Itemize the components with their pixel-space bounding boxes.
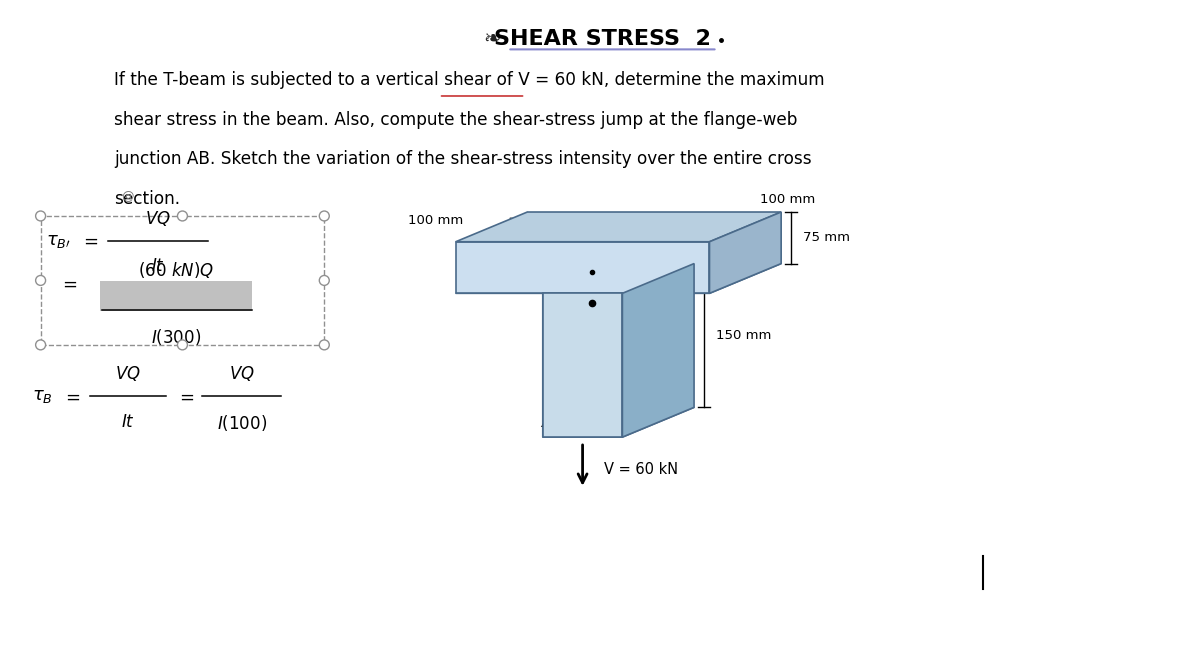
Circle shape bbox=[178, 211, 187, 221]
Circle shape bbox=[36, 340, 46, 350]
Polygon shape bbox=[456, 212, 781, 242]
Text: 100 mm: 100 mm bbox=[408, 214, 463, 227]
Polygon shape bbox=[623, 264, 781, 293]
Text: junction AB. Sketch the variation of the shear-stress intensity over the entire : junction AB. Sketch the variation of the… bbox=[114, 151, 812, 168]
Text: $It$: $It$ bbox=[121, 413, 136, 432]
Text: $=$: $=$ bbox=[62, 387, 82, 406]
Text: 150 mm: 150 mm bbox=[716, 329, 772, 342]
Text: $=$: $=$ bbox=[80, 232, 100, 250]
Text: $VQ$: $VQ$ bbox=[115, 363, 142, 383]
Text: 75 mm: 75 mm bbox=[803, 231, 850, 244]
Polygon shape bbox=[456, 264, 614, 293]
Text: $VQ$: $VQ$ bbox=[145, 209, 170, 228]
Text: B': B' bbox=[596, 264, 612, 279]
Text: ❧: ❧ bbox=[484, 29, 502, 50]
Polygon shape bbox=[542, 264, 614, 437]
Text: $\tau_B$: $\tau_B$ bbox=[32, 387, 53, 406]
Text: B: B bbox=[600, 296, 611, 311]
Text: V = 60 kN: V = 60 kN bbox=[605, 462, 679, 477]
Text: $=$: $=$ bbox=[176, 387, 194, 406]
Text: $I(300)$: $I(300)$ bbox=[151, 327, 202, 347]
Polygon shape bbox=[623, 264, 694, 437]
Bar bbox=[101, 281, 252, 311]
Polygon shape bbox=[542, 407, 694, 437]
Polygon shape bbox=[709, 212, 781, 293]
Circle shape bbox=[178, 340, 187, 350]
Text: $\tau_{B\prime}$: $\tau_{B\prime}$ bbox=[46, 232, 71, 250]
Circle shape bbox=[319, 211, 329, 221]
Text: shear stress in the beam. Also, compute the shear-stress jump at the flange-web: shear stress in the beam. Also, compute … bbox=[114, 111, 798, 129]
Text: $(60\ kN)Q$: $(60\ kN)Q$ bbox=[138, 261, 214, 280]
Text: If the T-beam is subjected to a vertical shear of V = 60 kN, determine the maxim: If the T-beam is subjected to a vertical… bbox=[114, 71, 824, 89]
Text: A: A bbox=[542, 415, 553, 430]
Text: $VQ$: $VQ$ bbox=[229, 363, 254, 383]
Text: SHEAR STRESS  2: SHEAR STRESS 2 bbox=[493, 29, 710, 50]
Text: @: @ bbox=[121, 190, 134, 203]
Circle shape bbox=[36, 275, 46, 285]
Polygon shape bbox=[542, 293, 623, 437]
Circle shape bbox=[319, 340, 329, 350]
Text: $=$: $=$ bbox=[59, 274, 77, 292]
Text: section.: section. bbox=[114, 190, 180, 208]
Polygon shape bbox=[456, 242, 709, 293]
Text: $I(100)$: $I(100)$ bbox=[216, 413, 266, 434]
Circle shape bbox=[36, 211, 46, 221]
Text: $It$: $It$ bbox=[151, 257, 166, 274]
Circle shape bbox=[319, 275, 329, 285]
Text: 100 mm: 100 mm bbox=[761, 193, 816, 206]
Bar bbox=[41, 216, 324, 345]
